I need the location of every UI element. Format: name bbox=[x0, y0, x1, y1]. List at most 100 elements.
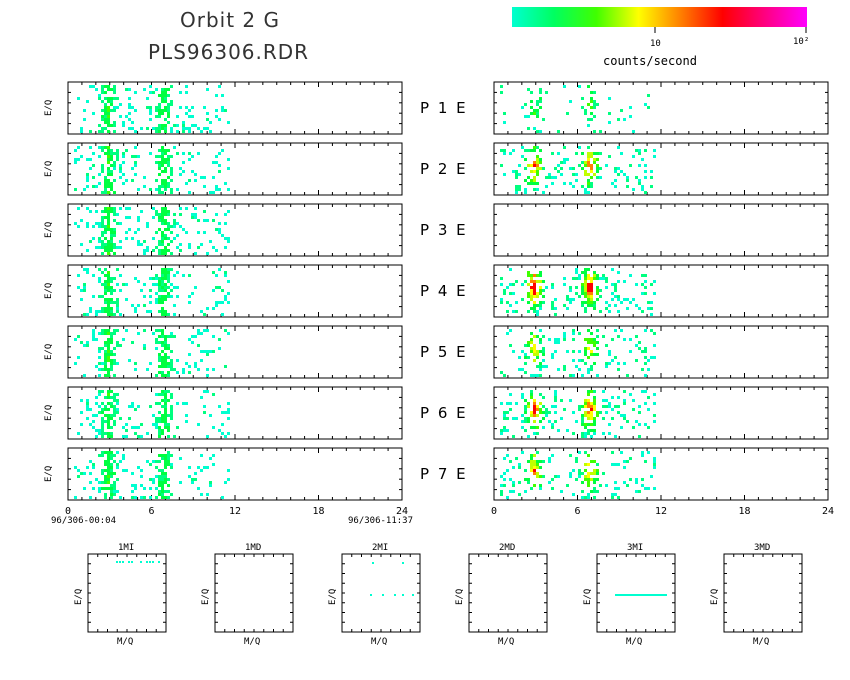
right-cell bbox=[530, 396, 533, 399]
left-cell bbox=[131, 490, 134, 493]
right-cell bbox=[584, 405, 587, 408]
left-cell bbox=[104, 274, 107, 277]
left-cell bbox=[206, 368, 209, 371]
left-cell bbox=[113, 97, 116, 100]
right-cell bbox=[617, 298, 620, 301]
right-cell bbox=[581, 423, 584, 426]
right-cell bbox=[533, 289, 536, 292]
left-cell bbox=[161, 371, 164, 374]
left-cell bbox=[158, 469, 161, 472]
small-plot-ylabel: E/Q bbox=[583, 588, 593, 605]
left-cell bbox=[167, 496, 170, 499]
right-cell bbox=[629, 338, 632, 341]
right-cell bbox=[578, 405, 581, 408]
right-cell bbox=[641, 158, 644, 161]
right-cell bbox=[527, 435, 530, 438]
right-cell bbox=[617, 173, 620, 176]
right-cell bbox=[587, 161, 590, 164]
left-cell bbox=[170, 411, 173, 414]
left-cell bbox=[161, 268, 164, 271]
small-plot-ylabel: E/Q bbox=[201, 588, 211, 605]
right-cell bbox=[509, 329, 512, 332]
left-cell bbox=[149, 91, 152, 94]
left-cell bbox=[212, 246, 215, 249]
right-cell bbox=[536, 109, 539, 112]
left-cell bbox=[149, 463, 152, 466]
right-cell bbox=[590, 152, 593, 155]
left-cell bbox=[158, 216, 161, 219]
left-cell bbox=[158, 329, 161, 332]
left-cell bbox=[92, 185, 95, 188]
right-cell bbox=[590, 338, 593, 341]
left-cell bbox=[191, 216, 194, 219]
small-plot-point bbox=[382, 594, 384, 596]
right-cell bbox=[533, 182, 536, 185]
left-cell bbox=[194, 216, 197, 219]
right-cell bbox=[524, 280, 527, 283]
right-cell bbox=[524, 353, 527, 356]
right-cell bbox=[587, 155, 590, 158]
right-cell bbox=[647, 106, 650, 109]
left-cell bbox=[110, 158, 113, 161]
left-cell bbox=[86, 408, 89, 411]
right-cell bbox=[626, 484, 629, 487]
left-cell bbox=[98, 277, 101, 280]
left-cell bbox=[107, 466, 110, 469]
left-cell bbox=[179, 481, 182, 484]
left-cell bbox=[113, 121, 116, 124]
left-cell bbox=[110, 234, 113, 237]
left-cell bbox=[161, 124, 164, 127]
right-cell bbox=[617, 335, 620, 338]
left-cell bbox=[113, 210, 116, 213]
left-cell bbox=[122, 161, 125, 164]
right-cell bbox=[611, 182, 614, 185]
left-cell bbox=[116, 222, 119, 225]
right-cell bbox=[530, 457, 533, 460]
left-cell bbox=[164, 106, 167, 109]
left-cell bbox=[104, 115, 107, 118]
left-cell bbox=[188, 109, 191, 112]
left-cell bbox=[113, 493, 116, 496]
left-heatmap-row-1 bbox=[77, 85, 230, 133]
right-cell bbox=[536, 274, 539, 277]
right-cell bbox=[542, 365, 545, 368]
left-cell bbox=[104, 475, 107, 478]
left-cell bbox=[200, 469, 203, 472]
left-cell bbox=[131, 106, 134, 109]
left-cell bbox=[128, 103, 131, 106]
right-cell bbox=[524, 420, 527, 423]
left-cell bbox=[158, 353, 161, 356]
right-cell bbox=[578, 408, 581, 411]
right-cell bbox=[554, 350, 557, 353]
left-cell bbox=[224, 222, 227, 225]
left-cell bbox=[110, 451, 113, 454]
left-cell bbox=[74, 338, 77, 341]
left-cell bbox=[86, 268, 89, 271]
right-cell bbox=[605, 365, 608, 368]
right-cell bbox=[608, 97, 611, 100]
right-cell bbox=[596, 164, 599, 167]
left-cell bbox=[188, 365, 191, 368]
right-cell bbox=[587, 429, 590, 432]
left-cell bbox=[107, 246, 110, 249]
left-cell bbox=[104, 368, 107, 371]
right-cell bbox=[650, 307, 653, 310]
left-cell bbox=[146, 310, 149, 313]
small-plot-frame-3MI bbox=[596, 553, 676, 633]
left-cell bbox=[158, 213, 161, 216]
left-cell bbox=[212, 393, 215, 396]
left-cell bbox=[155, 393, 158, 396]
left-cell bbox=[107, 368, 110, 371]
left-cell bbox=[107, 124, 110, 127]
right-cell bbox=[590, 402, 593, 405]
right-cell bbox=[614, 405, 617, 408]
left-cell bbox=[155, 130, 158, 133]
right-cell bbox=[611, 283, 614, 286]
left-cell bbox=[167, 313, 170, 316]
right-cell bbox=[590, 100, 593, 103]
small-plot-frame-1MI bbox=[87, 553, 167, 633]
left-cell bbox=[101, 210, 104, 213]
left-cell bbox=[155, 347, 158, 350]
right-cell bbox=[536, 335, 539, 338]
right-cell bbox=[527, 283, 530, 286]
